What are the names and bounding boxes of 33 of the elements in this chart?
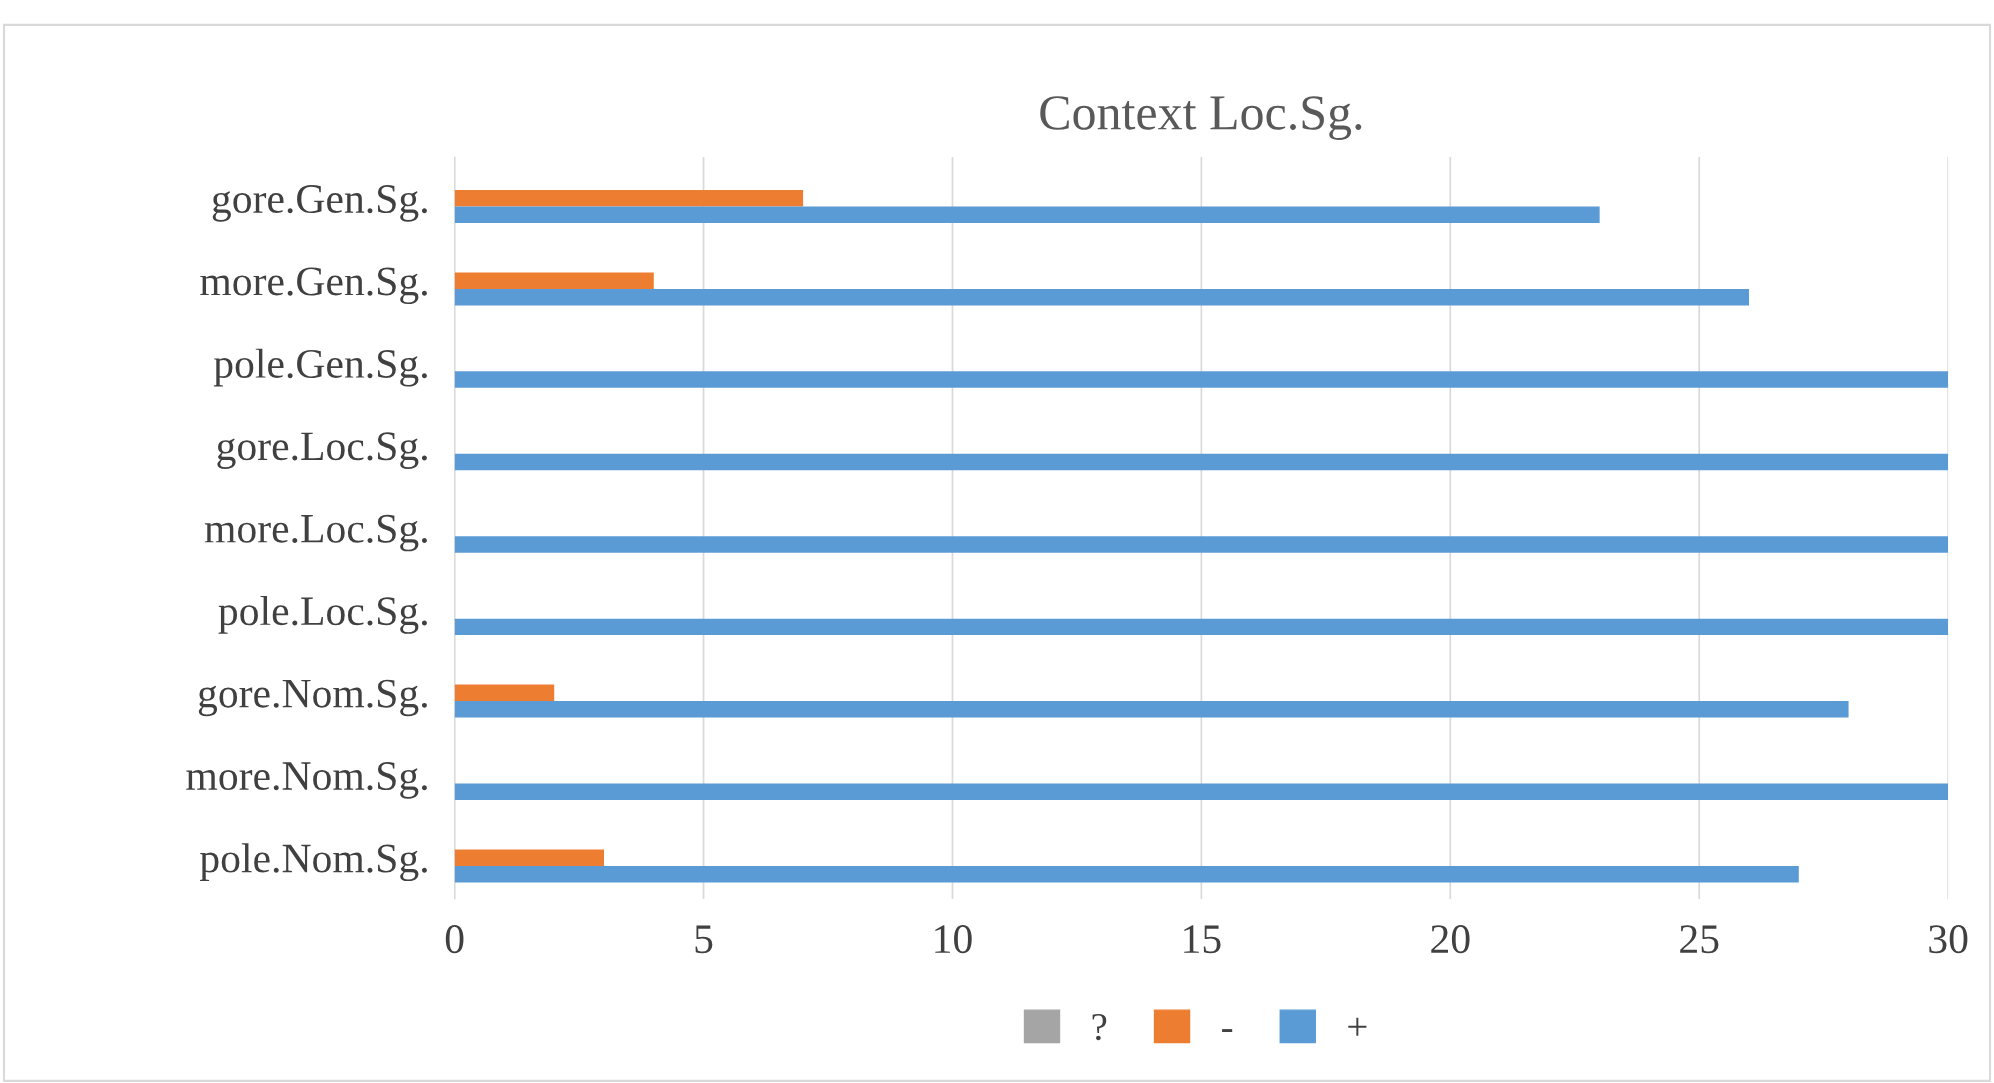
bar: [454, 783, 1949, 800]
bar: [454, 618, 1949, 636]
y-tick-label: pole.Loc.Sg.: [218, 595, 427, 634]
chart-title: Context Loc.Sg.: [1040, 96, 1362, 141]
y-tick-label: pole.Gen.Sg.: [213, 348, 427, 387]
bar: [454, 865, 1799, 883]
x-tick-label: 25: [1680, 925, 1719, 954]
y-tick-label: gore.Gen.Sg.: [212, 185, 427, 222]
legend-label: ?: [1092, 1013, 1107, 1041]
y-tick-label: pole.Nom.Sg.: [199, 843, 427, 882]
bar: [454, 536, 1949, 553]
x-tick-label: 5: [695, 925, 713, 954]
y-tick-label: gore.Loc.Sg.: [217, 432, 427, 469]
bar: [454, 288, 1749, 306]
x-tick-label: 15: [1184, 925, 1221, 954]
y-tick-label: gore.Nom.Sg.: [198, 679, 427, 717]
bar: [454, 701, 1849, 718]
bar: [454, 206, 1600, 223]
x-tick-label: 10: [935, 925, 972, 954]
bar: [454, 453, 1949, 471]
bar: [454, 849, 604, 866]
legend-label: -: [1222, 1029, 1233, 1033]
y-tick-label: more.Nom.Sg.: [186, 762, 427, 799]
bar: [454, 371, 1949, 388]
x-tick-label: 30: [1929, 925, 1968, 954]
x-tick-label: 20: [1431, 925, 1470, 954]
x-tick-label: 0: [445, 925, 464, 954]
y-tick-label: more.Gen.Sg.: [200, 267, 427, 305]
bar: [454, 684, 555, 702]
bar: [454, 190, 804, 207]
bar: [454, 272, 654, 289]
legend-label: +: [1348, 1017, 1367, 1036]
y-tick-label: more.Loc.Sg.: [204, 514, 427, 552]
